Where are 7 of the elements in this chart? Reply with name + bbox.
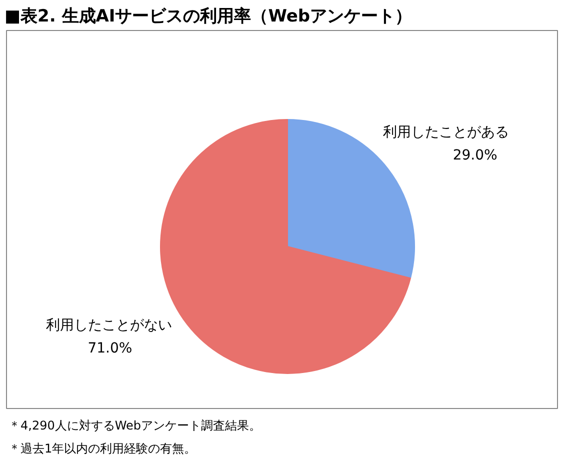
data-label: 29.0% bbox=[452, 148, 498, 164]
text: ＊4,290人に対するWebアンケート調査結果。 bbox=[8, 418, 262, 432]
slice-label: 利用したことがない bbox=[46, 317, 172, 334]
data-label: 71.0% bbox=[88, 340, 132, 356]
chart-title: ■表2. 生成AIサービスの利用率（Webアンケート） bbox=[4, 6, 412, 26]
text: ＊過去1年以内の利用経験の有無。 bbox=[8, 442, 196, 456]
slice-label: 利用したことがある bbox=[382, 124, 509, 141]
